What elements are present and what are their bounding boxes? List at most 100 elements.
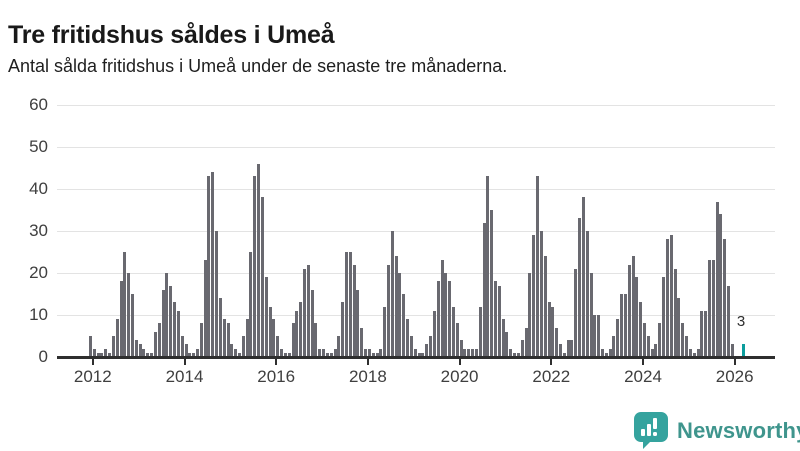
bar	[562, 352, 566, 357]
bar	[650, 348, 654, 357]
bar	[241, 336, 245, 357]
bar	[329, 352, 333, 357]
bar	[409, 336, 413, 357]
bar	[585, 231, 589, 357]
bar	[593, 315, 597, 357]
chart-subtitle: Antal sålda fritidshus i Umeå under de s…	[8, 56, 508, 76]
bar	[524, 327, 528, 357]
bar	[574, 268, 578, 357]
newsworthy-logo: Newsworthy	[633, 411, 800, 451]
bar	[371, 352, 375, 357]
latest-value-label: 3	[736, 313, 746, 330]
bar	[134, 340, 138, 357]
bar	[467, 348, 471, 357]
bar	[146, 352, 150, 357]
x-axis-tick	[458, 357, 461, 365]
bar	[558, 344, 562, 357]
bar	[440, 260, 444, 357]
bar	[111, 336, 115, 357]
bar	[379, 348, 383, 357]
bar	[302, 268, 306, 357]
bar	[727, 285, 731, 357]
bar	[497, 285, 501, 357]
bar	[696, 348, 700, 357]
bar	[551, 306, 555, 357]
bar	[486, 176, 490, 357]
bar	[310, 289, 314, 357]
bar	[539, 231, 543, 357]
x-axis-tick	[733, 357, 736, 365]
bar	[421, 352, 425, 357]
bar	[375, 352, 379, 357]
bar	[658, 323, 662, 357]
bar	[715, 201, 719, 357]
bar	[89, 336, 92, 357]
bar	[662, 277, 666, 357]
bar	[646, 336, 650, 357]
bar	[280, 348, 284, 357]
bar	[413, 348, 417, 357]
bar	[238, 352, 241, 357]
bar	[322, 348, 326, 357]
bar	[218, 298, 222, 357]
bar	[631, 256, 635, 357]
bar	[356, 289, 360, 357]
bar	[306, 264, 310, 357]
bar	[180, 336, 184, 357]
bar	[654, 344, 658, 357]
bar	[730, 344, 734, 357]
bar	[176, 310, 180, 357]
x-axis-label: 2024	[624, 367, 662, 386]
bar	[192, 352, 196, 357]
bar	[681, 323, 685, 357]
x-axis-tick	[366, 357, 369, 365]
bar	[471, 348, 475, 357]
bar	[597, 315, 601, 357]
bar	[627, 264, 631, 357]
gridline	[57, 189, 775, 190]
bar	[482, 222, 486, 357]
bar	[688, 348, 692, 357]
bar	[295, 310, 299, 357]
bar	[608, 348, 612, 357]
bar	[494, 281, 497, 357]
logo-text: Newsworthy	[677, 418, 800, 443]
bar	[142, 348, 146, 357]
bar	[490, 210, 494, 357]
bar	[429, 336, 433, 357]
bar	[157, 323, 161, 357]
bar	[639, 302, 643, 357]
bar	[184, 344, 188, 357]
gridline	[57, 231, 775, 232]
bar	[406, 319, 410, 357]
bar	[104, 348, 108, 357]
bar	[150, 352, 154, 357]
bar	[432, 310, 436, 357]
bar	[600, 348, 604, 357]
bar	[390, 231, 394, 357]
bar	[509, 348, 513, 357]
x-axis-label: 2026	[715, 367, 754, 386]
bar	[195, 348, 199, 357]
bar	[665, 239, 669, 357]
bar	[188, 352, 192, 357]
y-axis-label: 30	[29, 221, 48, 240]
bar	[455, 323, 459, 357]
bar	[402, 294, 406, 357]
bar	[692, 352, 696, 357]
bar	[108, 352, 112, 357]
bar	[138, 344, 142, 357]
bar	[337, 336, 341, 357]
bar	[333, 348, 337, 357]
bar	[257, 163, 261, 357]
bar	[115, 319, 119, 357]
x-axis-label: 2018	[348, 367, 387, 386]
gridline	[57, 147, 775, 148]
bar	[249, 252, 253, 357]
x-axis-label: 2020	[440, 367, 479, 386]
bar	[707, 260, 711, 357]
bar	[478, 306, 482, 357]
bar	[536, 176, 540, 357]
bar	[532, 235, 536, 357]
